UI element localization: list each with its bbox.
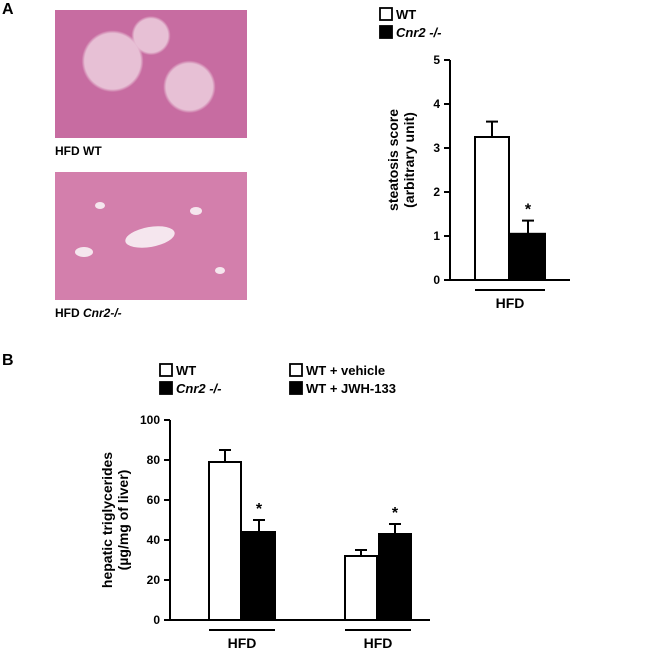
svg-text:steatosis score: steatosis score <box>385 109 401 211</box>
histology-image-cnr2 <box>55 172 247 300</box>
svg-text:20: 20 <box>147 573 161 587</box>
svg-text:WT: WT <box>176 363 196 378</box>
svg-text:60: 60 <box>147 493 161 507</box>
svg-text:Cnr2 -/-: Cnr2 -/- <box>396 25 442 40</box>
svg-text:*: * <box>392 505 399 522</box>
svg-text:*: * <box>256 501 263 518</box>
histology-label-cnr2-prefix: HFD <box>55 306 83 320</box>
svg-text:1: 1 <box>433 229 440 243</box>
histology-label-wt: HFD WT <box>55 144 247 158</box>
panel-a-label: A <box>2 1 14 19</box>
panel-b-label: B <box>2 352 14 370</box>
svg-text:4: 4 <box>433 97 440 111</box>
vessel-shape <box>75 247 93 257</box>
svg-text:(arbitrary unit): (arbitrary unit) <box>401 112 417 208</box>
svg-text:40: 40 <box>147 533 161 547</box>
svg-text:WT + JWH-133: WT + JWH-133 <box>306 381 396 396</box>
vessel-shape <box>190 207 202 215</box>
svg-text:2: 2 <box>433 185 440 199</box>
svg-text:0: 0 <box>433 273 440 287</box>
panel-a-images: HFD WT HFD Cnr2-/- <box>55 10 247 334</box>
svg-text:*: * <box>525 202 532 219</box>
svg-text:WT: WT <box>396 7 416 22</box>
svg-text:HFD: HFD <box>364 635 393 651</box>
vessel-shape <box>95 202 105 209</box>
svg-text:(µg/mg of liver): (µg/mg of liver) <box>115 470 131 571</box>
vessel-shape <box>215 267 225 274</box>
steatosis-chart: WT Cnr2 -/- 0 1 2 3 4 5 steatosis score(arbitrar… <box>320 0 630 330</box>
tissue-texture-wt <box>55 10 247 138</box>
histology-label-cnr2: HFD Cnr2-/- <box>55 306 247 320</box>
svg-text:3: 3 <box>433 141 440 155</box>
svg-text:80: 80 <box>147 453 161 467</box>
histology-label-cnr2-gene: Cnr2-/- <box>83 306 122 320</box>
svg-text:Cnr2 -/-: Cnr2 -/- <box>176 381 222 396</box>
svg-text:HFD: HFD <box>496 295 525 311</box>
svg-text:WT + vehicle: WT + vehicle <box>306 363 385 378</box>
svg-text:5: 5 <box>433 53 440 67</box>
svg-text:100: 100 <box>140 413 160 427</box>
triglycerides-chart: WT WT + vehicle Cnr2 -/- WT + JWH-133 0 20 40 6… <box>70 360 550 660</box>
svg-text:0: 0 <box>153 613 160 627</box>
histology-image-wt <box>55 10 247 138</box>
svg-text:hepatic triglycerides: hepatic triglycerides <box>99 452 115 588</box>
svg-text:HFD: HFD <box>228 635 257 651</box>
